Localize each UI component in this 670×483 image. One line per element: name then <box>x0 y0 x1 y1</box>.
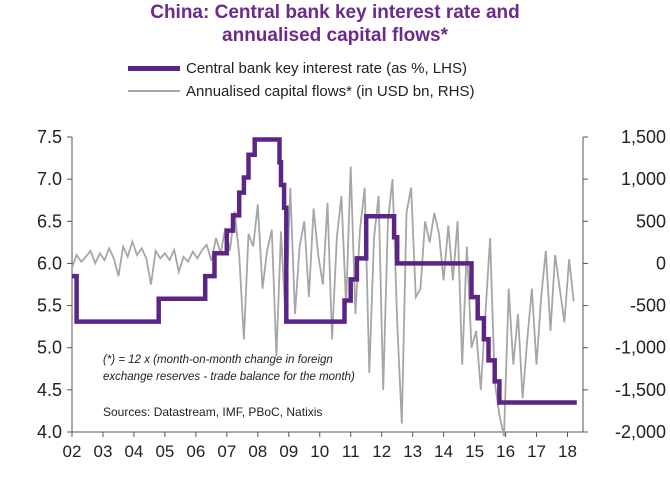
left-axis-tick-label: 6.0 <box>37 253 62 273</box>
series-capital-flows <box>71 166 575 437</box>
left-axis-tick-label: 6.5 <box>37 211 62 231</box>
left-axis-tick-label: 5.0 <box>37 338 62 358</box>
x-axis-tick-label: 04 <box>124 442 143 461</box>
x-axis-tick-label: 09 <box>279 442 298 461</box>
right-axis-tick-label: 1,000 <box>621 169 666 189</box>
footnote-line-2: exchange reserves - trade balance for th… <box>103 371 355 383</box>
x-axis-tick-label: 18 <box>558 442 577 461</box>
right-axis-tick-label: -2,000 <box>615 422 666 442</box>
x-axis-tick-label: 05 <box>155 442 174 461</box>
interest-rate-line <box>72 137 577 405</box>
legend-label-interest-rate: Central bank key interest rate (as %, LH… <box>186 59 467 77</box>
left-axis-tick-label: 7.5 <box>37 127 62 147</box>
legend-swatch-capital-flows <box>128 90 180 92</box>
legend-item-interest-rate: Central bank key interest rate (as %, LH… <box>128 58 467 78</box>
x-axis-tick-label: 11 <box>342 442 360 461</box>
left-axis-tick-label: 5.5 <box>37 296 62 316</box>
left-axis-tick-label: 7.0 <box>37 169 62 189</box>
legend-swatch-interest-rate <box>128 65 180 71</box>
capital-flows-line <box>71 166 575 437</box>
footnote-line-1: (*) = 12 x (month-on-month change in for… <box>103 354 333 366</box>
x-axis-tick-label: 07 <box>217 442 236 461</box>
x-axis-tick-label: 10 <box>310 442 329 461</box>
right-axis-tick-label: 500 <box>636 211 666 231</box>
x-axis-tick-label: 03 <box>94 442 113 461</box>
x-axis-tick-label: 17 <box>527 442 546 461</box>
left-axis-tick-label: 4.5 <box>37 380 62 400</box>
x-axis-tick-label: 02 <box>63 442 82 461</box>
x-axis-tick-label: 15 <box>465 442 484 461</box>
right-axis-tick-label: 0 <box>656 253 666 273</box>
right-axis-tick-label: -1,500 <box>615 380 666 400</box>
legend-item-capital-flows: Annualised capital flows* (in USD bn, RH… <box>128 81 474 101</box>
x-axis-tick-label: 16 <box>496 442 515 461</box>
chart-title-line-2: annualised capital flows* <box>222 25 448 46</box>
chart-title-line-1: China: Central bank key interest rate an… <box>150 2 520 23</box>
legend-label-capital-flows: Annualised capital flows* (in USD bn, RH… <box>186 82 475 100</box>
x-axis-tick-label: 12 <box>372 442 391 461</box>
series-interest-rate <box>72 137 577 405</box>
left-axis-tick-label: 4.0 <box>37 422 62 442</box>
right-axis-tick-label: 1,500 <box>621 127 666 147</box>
x-axis-tick-label: 13 <box>403 442 422 461</box>
chart-source: Sources: Datastream, IMF, PBoC, Natixis <box>103 405 323 419</box>
x-axis-tick-label: 14 <box>434 442 453 461</box>
x-axis-tick-label: 06 <box>186 442 205 461</box>
right-axis-tick-label: -1,000 <box>615 338 666 358</box>
right-axis-tick-label: -500 <box>630 296 666 316</box>
chart-axes: 4.0 4.5 5.0 5.5 6.0 6.5 7.0 7.5 -2,000 -1,500 -1,0… <box>37 127 666 461</box>
x-axis-tick-label: 08 <box>248 442 267 461</box>
